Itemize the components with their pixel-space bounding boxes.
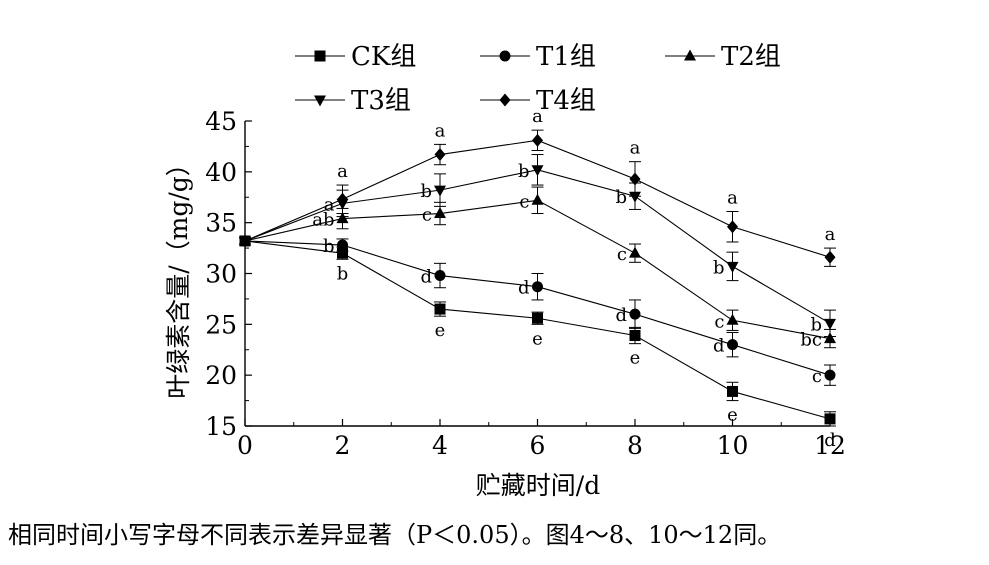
- legend-label: CK组: [351, 42, 416, 72]
- data-point: [629, 330, 641, 342]
- data-point: [434, 207, 446, 219]
- legend-label: T1组: [536, 42, 596, 72]
- legend-label: T2组: [721, 42, 781, 72]
- data-point: [727, 339, 738, 351]
- data-point: [532, 281, 543, 293]
- data-point: [824, 413, 836, 425]
- y-tick-label: 35: [205, 209, 237, 238]
- legend-item-1: T1组: [480, 42, 596, 72]
- significance-letter: e: [727, 405, 738, 426]
- series-0: b e e e e d: [239, 235, 836, 451]
- significance-letter: b: [518, 161, 530, 182]
- y-tick-label: 40: [205, 158, 237, 187]
- x-tick-label: 6: [530, 431, 546, 460]
- significance-letter: a: [630, 138, 641, 159]
- legend-marker: [499, 93, 511, 107]
- significance-letter: e: [435, 320, 446, 341]
- significance-letter: d: [615, 305, 627, 326]
- legend-marker: [684, 49, 696, 61]
- significance-letter: c: [714, 311, 724, 332]
- significance-letter: b: [420, 181, 432, 202]
- x-tick-label: 0: [237, 431, 253, 460]
- y-tick-label: 30: [205, 260, 237, 289]
- data-point: [824, 332, 836, 344]
- data-point: [531, 165, 544, 177]
- figure-caption: 相同时间小写字母不同表示差异显著（P＜0.05）。图4～8、10～12同。: [8, 521, 782, 549]
- significance-letter: d: [518, 278, 530, 299]
- x-tick-label: 2: [335, 431, 351, 460]
- y-tick-label: 25: [205, 310, 237, 339]
- data-point: [824, 369, 836, 381]
- data-point: [629, 172, 641, 186]
- significance-letter: d: [713, 336, 725, 357]
- axes: 0 2 4 6 8 10 12 15 20 25 30 35 40 45: [205, 107, 846, 460]
- x-tick-label: 4: [432, 431, 448, 460]
- significance-letter: a: [532, 106, 543, 127]
- significance-letter: c: [617, 244, 627, 265]
- legend-marker: [314, 95, 326, 107]
- legend-item-3: T3组: [295, 86, 411, 116]
- significance-letter: c: [422, 205, 432, 226]
- data-point: [824, 318, 836, 330]
- data-point: [532, 133, 543, 147]
- significance-letter: a: [337, 161, 348, 182]
- data-point: [629, 191, 641, 203]
- y-axis-title: 叶绿素含量/（mg/g）: [164, 151, 193, 399]
- data-point: [531, 193, 544, 205]
- data-point: [434, 148, 446, 162]
- data-point: [727, 385, 738, 397]
- data-point: [434, 185, 446, 197]
- significance-letter: b: [615, 187, 627, 208]
- data-point: [337, 239, 348, 251]
- significance-letter: e: [630, 348, 641, 369]
- significance-letter: b: [713, 257, 725, 278]
- y-tick-label: 45: [205, 107, 237, 136]
- data-point: [727, 220, 738, 234]
- data-point: [629, 246, 641, 258]
- data-point: [726, 261, 739, 273]
- legend-marker: [314, 50, 326, 62]
- significance-letter: d: [824, 430, 836, 451]
- data-point: [336, 212, 349, 224]
- y-tick-label: 15: [205, 412, 237, 441]
- legend-item-0: CK组: [295, 42, 416, 72]
- data-point: [337, 247, 348, 259]
- data-point: [824, 250, 836, 264]
- legend-marker: [499, 50, 511, 62]
- significance-letter: b: [337, 263, 349, 284]
- legend: CK组 T1组 T2组 T3组 T4组: [295, 42, 781, 116]
- significance-letter: a: [727, 187, 738, 208]
- x-tick-label: 8: [627, 431, 643, 460]
- significance-letter: c: [812, 366, 822, 387]
- significance-letter: d: [420, 267, 432, 288]
- data-point: [434, 270, 446, 282]
- legend-item-2: T2组: [665, 42, 781, 72]
- data-point: [337, 192, 348, 206]
- x-axis-title: 贮藏时间/d: [476, 471, 600, 500]
- significance-letter: ab: [312, 210, 334, 231]
- significance-letter: a: [825, 224, 836, 245]
- data-point: [629, 308, 641, 320]
- legend-label: T4组: [536, 86, 596, 116]
- data-point: [434, 303, 446, 315]
- significance-letter: b: [810, 314, 822, 335]
- significance-letter: c: [519, 191, 529, 212]
- series-line: [244, 240, 831, 376]
- significance-letter: e: [532, 328, 543, 349]
- significance-letter: a: [435, 120, 446, 141]
- data-point: [532, 312, 543, 324]
- data-point: [726, 313, 739, 325]
- x-tick-label: 10: [717, 431, 749, 460]
- legend-label: T3组: [351, 86, 411, 116]
- y-tick-label: 20: [205, 361, 237, 390]
- significance-letter: b: [323, 236, 335, 257]
- legend-item-4: T4组: [480, 86, 596, 116]
- significance-letter: bc: [800, 330, 822, 351]
- x-tick-label: 12: [814, 431, 846, 460]
